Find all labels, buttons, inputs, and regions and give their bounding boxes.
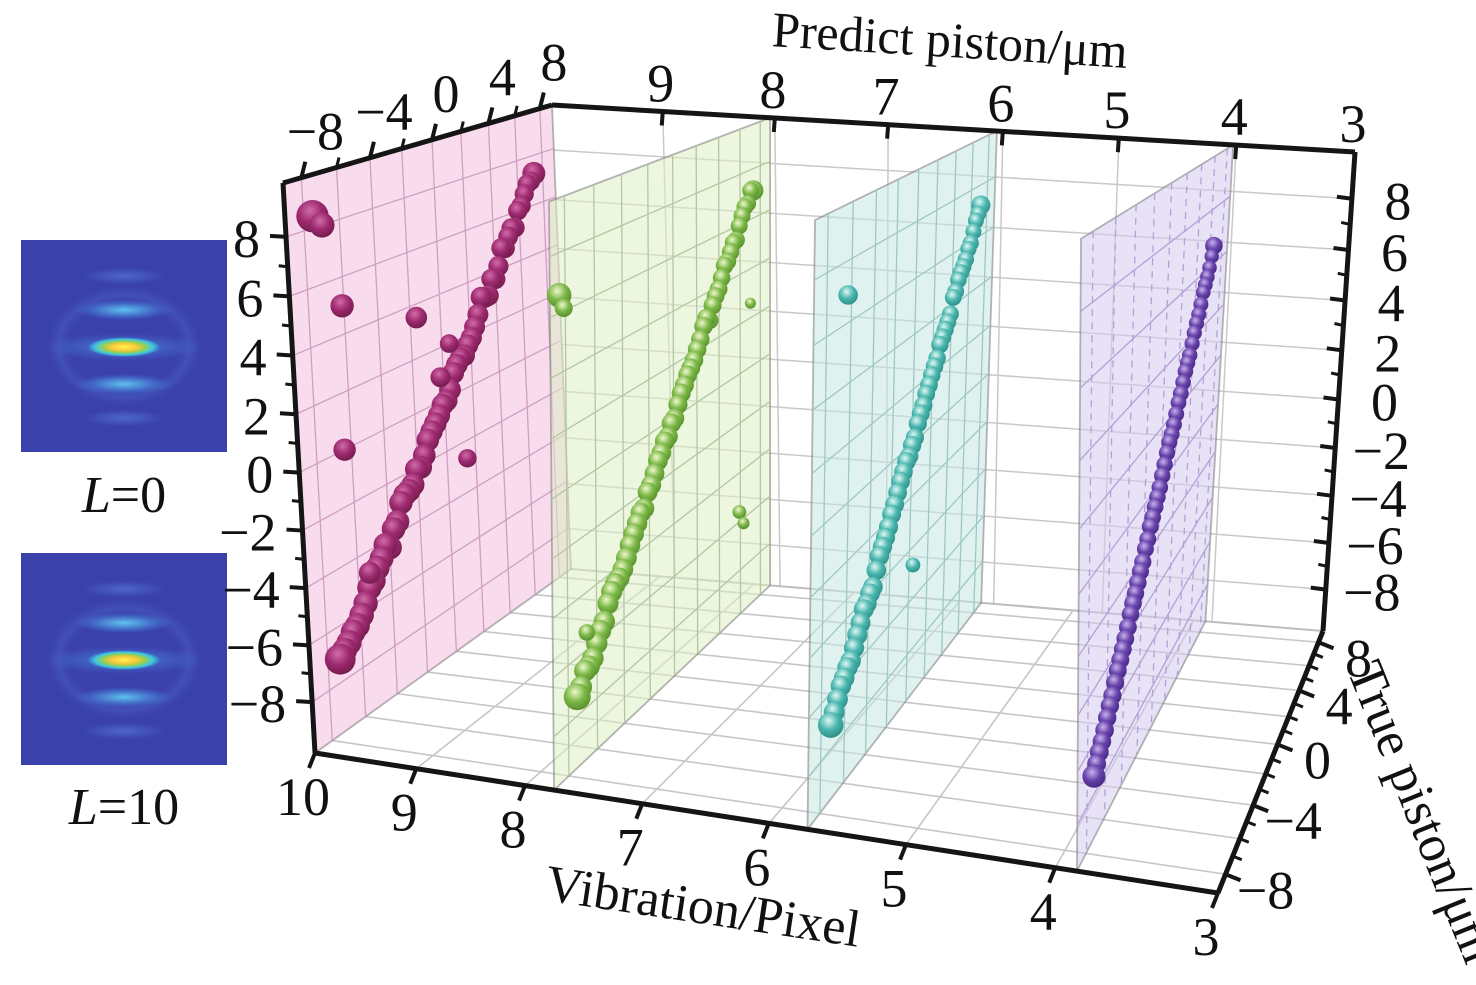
predict-tick-label-right: 0 [1371, 372, 1398, 432]
inset-label-value: =10 [97, 779, 180, 836]
outlier-point [744, 297, 756, 309]
predict-axis-title: Predict piston/μm [771, 1, 1130, 79]
outlier-point [439, 334, 459, 353]
vibration-tick-label-bottom: 4 [1030, 882, 1057, 942]
true-tick-label-top: 8 [540, 33, 567, 93]
vibration-tick-label-top: 5 [1103, 80, 1130, 140]
inset-label-value: =0 [110, 467, 167, 524]
vibration-tick-label-bottom: 10 [276, 767, 330, 827]
vibration-tick-label-bottom: 5 [881, 859, 908, 919]
outlier-point [405, 306, 428, 329]
predict-tick-label-right: −6 [1346, 516, 1403, 576]
predict-tick-label-right: 4 [1378, 273, 1405, 333]
true-tick-label-right: 8 [1345, 628, 1372, 688]
outlier-point [905, 557, 921, 573]
psf-inset-image-L0 [21, 240, 227, 452]
psf-inset-image-L10 [21, 553, 227, 765]
predict-tick-label-right: 8 [1384, 172, 1411, 232]
true-tick-label-right: 4 [1326, 676, 1353, 736]
outlier-point [333, 438, 356, 461]
outlier-point [578, 624, 596, 641]
predict-tick-label-left: 8 [233, 209, 260, 269]
outlier-point [430, 367, 451, 388]
vibration-tick-label-bottom: 7 [617, 818, 644, 878]
data-series-v4 [1082, 236, 1223, 788]
predict-tick-label-left: 6 [236, 268, 263, 328]
vibration-tick-label-top: 6 [987, 73, 1014, 133]
vibration-axis-title: Vibration/Pixel [542, 855, 864, 958]
predict-tick-label-right: −8 [1343, 563, 1400, 623]
predict-tick-label-right: 6 [1381, 223, 1408, 283]
vibration-tick-label-top: 3 [1340, 94, 1367, 154]
predict-tick-label-left: 2 [243, 386, 270, 446]
outlier-point [458, 449, 477, 468]
vibration-tick-label-top: 8 [759, 60, 786, 120]
outlier-point [309, 212, 335, 238]
outlier-point [732, 505, 747, 519]
vibration-tick-label-bottom: 6 [743, 837, 770, 897]
outlier-point [358, 561, 381, 584]
true-tick-label-top: 0 [432, 64, 459, 124]
true-tick-label-right: −8 [1237, 860, 1294, 920]
true-tick-label-top: 4 [489, 47, 516, 107]
predict-tick-label-right: 2 [1374, 323, 1401, 383]
vibration-tick-label-bottom: 8 [500, 800, 527, 860]
inset-label-variable: L [81, 467, 111, 524]
outlier-point [330, 294, 354, 318]
vibration-tick-label-bottom: 9 [391, 783, 418, 843]
true-tick-label-top: −4 [355, 82, 412, 142]
data-series-v10 [296, 161, 546, 675]
true-axis-title: True piston/μm [1336, 653, 1476, 970]
inset-label-variable: L [68, 779, 98, 836]
outlier-point [838, 285, 858, 305]
vibration-tick-label-top: 7 [873, 67, 900, 127]
inset-label-L10: L=10 [21, 778, 227, 837]
inset-label-L0: L=0 [21, 466, 227, 525]
predict-tick-label-right: −4 [1349, 469, 1406, 529]
predict-tick-label-left: −8 [229, 674, 286, 734]
outlier-point [737, 517, 750, 530]
vibration-tick-label-top: 4 [1221, 87, 1248, 147]
predict-tick-label-left: 4 [240, 328, 267, 388]
predict-tick-label-right: −2 [1352, 421, 1409, 481]
outlier-point [554, 299, 573, 317]
true-tick-label-top: −8 [287, 102, 344, 162]
true-tick-label-right: 0 [1304, 730, 1331, 790]
true-tick-label-right: −4 [1264, 791, 1321, 851]
axis-box-edges [280, 102, 1358, 896]
predict-tick-label-left: −4 [222, 560, 279, 620]
vibration-tick-label-bottom: 3 [1193, 907, 1220, 967]
predict-tick-label-left: 0 [246, 445, 273, 505]
predict-tick-label-left: −6 [225, 617, 282, 677]
vibration-tick-label-top: 9 [647, 53, 674, 113]
data-series-v6 [817, 195, 991, 738]
data-series-v8 [546, 180, 764, 711]
predict-tick-label-left: −2 [219, 503, 276, 563]
